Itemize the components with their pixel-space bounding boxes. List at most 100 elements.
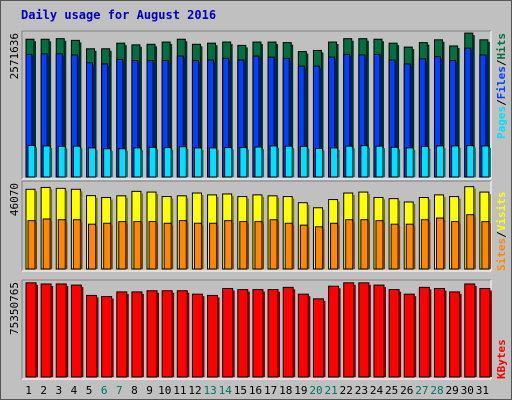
kbytes-bar: [373, 284, 385, 378]
sites-bar: [299, 224, 308, 270]
sites-bar-shade: [488, 223, 491, 269]
sites-bar: [57, 219, 66, 270]
pages-bar-shade: [458, 147, 461, 177]
sites-bar-shade: [367, 221, 370, 269]
sites-bar: [451, 221, 460, 270]
pages-bar-shade: [413, 149, 416, 177]
day-label: 21: [325, 384, 338, 397]
sites-bar: [178, 220, 187, 270]
files-bar-shade: [122, 61, 125, 177]
sites-bar: [481, 221, 490, 270]
pages-bar: [299, 145, 308, 178]
hits-bar-shade: [291, 44, 294, 177]
pages-bar: [57, 145, 66, 178]
kbytes-bar-shade: [323, 300, 326, 377]
day-label: 8: [131, 384, 138, 397]
files-bar-shade: [455, 62, 458, 177]
day-label: 13: [203, 384, 216, 397]
sites-bar: [405, 223, 414, 270]
pages-bar-shade: [322, 150, 325, 177]
legend-entry: Files: [495, 66, 508, 99]
kbytes-bar: [328, 285, 340, 378]
pages-bar: [118, 148, 127, 178]
pages-bar: [209, 147, 218, 178]
hits-bar-shade: [366, 40, 369, 177]
day-label: 26: [400, 384, 413, 397]
pages-bar-shade: [216, 149, 219, 177]
kbytes-bar-shade: [459, 293, 462, 377]
kbytes-bar-shade: [399, 291, 402, 377]
pages-bar-shade: [473, 147, 476, 177]
hits-bar-shade: [245, 47, 248, 177]
sites-bar: [254, 221, 263, 270]
legend-entry: Hits: [495, 33, 508, 60]
day-label: 14: [219, 384, 233, 397]
kbytes-bar: [282, 286, 294, 378]
sites-bar: [360, 219, 369, 270]
files-bar-shade: [183, 58, 186, 177]
day-label: 5: [86, 384, 93, 397]
files-bar-shade: [62, 55, 65, 177]
kbytes-bar: [237, 289, 249, 378]
hits-bar-shade: [230, 44, 233, 177]
kbytes-bar: [479, 287, 491, 378]
kbytes-bar-shade: [308, 296, 311, 377]
legend-entry: KBytes: [495, 339, 508, 379]
kbytes-bar-shade: [96, 297, 99, 377]
hits-bar-shade: [276, 44, 279, 177]
day-label: 3: [56, 384, 63, 397]
kbytes-bar-shade: [126, 293, 129, 377]
kbytes-bar: [25, 282, 37, 378]
day-label: 19: [294, 384, 307, 397]
kbytes-bar: [222, 287, 234, 378]
hits-bar-shade: [260, 44, 263, 177]
sites-bar-shade: [246, 223, 249, 269]
hits-bar-shade: [487, 41, 490, 177]
hits-bar-shade: [351, 40, 354, 177]
sites-bar: [133, 221, 142, 270]
sites-bar-shade: [292, 225, 295, 269]
pages-bar: [163, 147, 172, 178]
pages-bar-shade: [428, 148, 431, 177]
hits-bar-shade: [139, 46, 142, 177]
kbytes-bar-shade: [353, 284, 356, 377]
sites-bar: [375, 220, 384, 270]
legend-entry: /: [495, 231, 508, 238]
files-bar-shade: [258, 58, 261, 177]
day-label: 6: [101, 384, 108, 397]
kbytes-bar: [403, 293, 415, 378]
sites-bar-shade: [277, 221, 280, 269]
pages-bar: [330, 147, 339, 178]
legend-entry: Visits: [495, 192, 508, 232]
pages-bar: [451, 145, 460, 178]
day-label: 16: [249, 384, 262, 397]
day-label: 9: [146, 384, 153, 397]
pages-bar-shade: [231, 149, 234, 177]
hits-bar-shade: [109, 50, 112, 178]
y-max-label: 46070: [8, 183, 21, 216]
sites-bar-shade: [322, 228, 325, 269]
pages-bar-shade: [367, 147, 370, 177]
kbytes-bar: [40, 283, 52, 378]
pages-bar: [193, 147, 202, 178]
pages-bar: [390, 146, 399, 178]
kbytes-bar-shade: [111, 298, 114, 377]
day-label: 12: [188, 384, 201, 397]
hits-bar-shade: [472, 35, 475, 177]
hits-bar-shade: [442, 41, 445, 177]
files-bar-shade: [289, 60, 292, 177]
kbytes-bar-shade: [51, 285, 54, 377]
sites-bar-shade: [307, 227, 310, 269]
day-label: 2: [40, 384, 47, 397]
sites-bar-shade: [398, 226, 401, 269]
hits-bar-shade: [321, 52, 324, 177]
sites-bar-shade: [231, 222, 234, 269]
hits-bar-shade: [381, 41, 384, 177]
files-bar-shade: [395, 61, 398, 178]
files-bar-shade: [92, 64, 95, 177]
kbytes-bar-shade: [444, 290, 447, 377]
day-label: 25: [385, 384, 398, 397]
pages-bar-shade: [352, 148, 355, 177]
kbytes-bar-shade: [338, 288, 341, 377]
